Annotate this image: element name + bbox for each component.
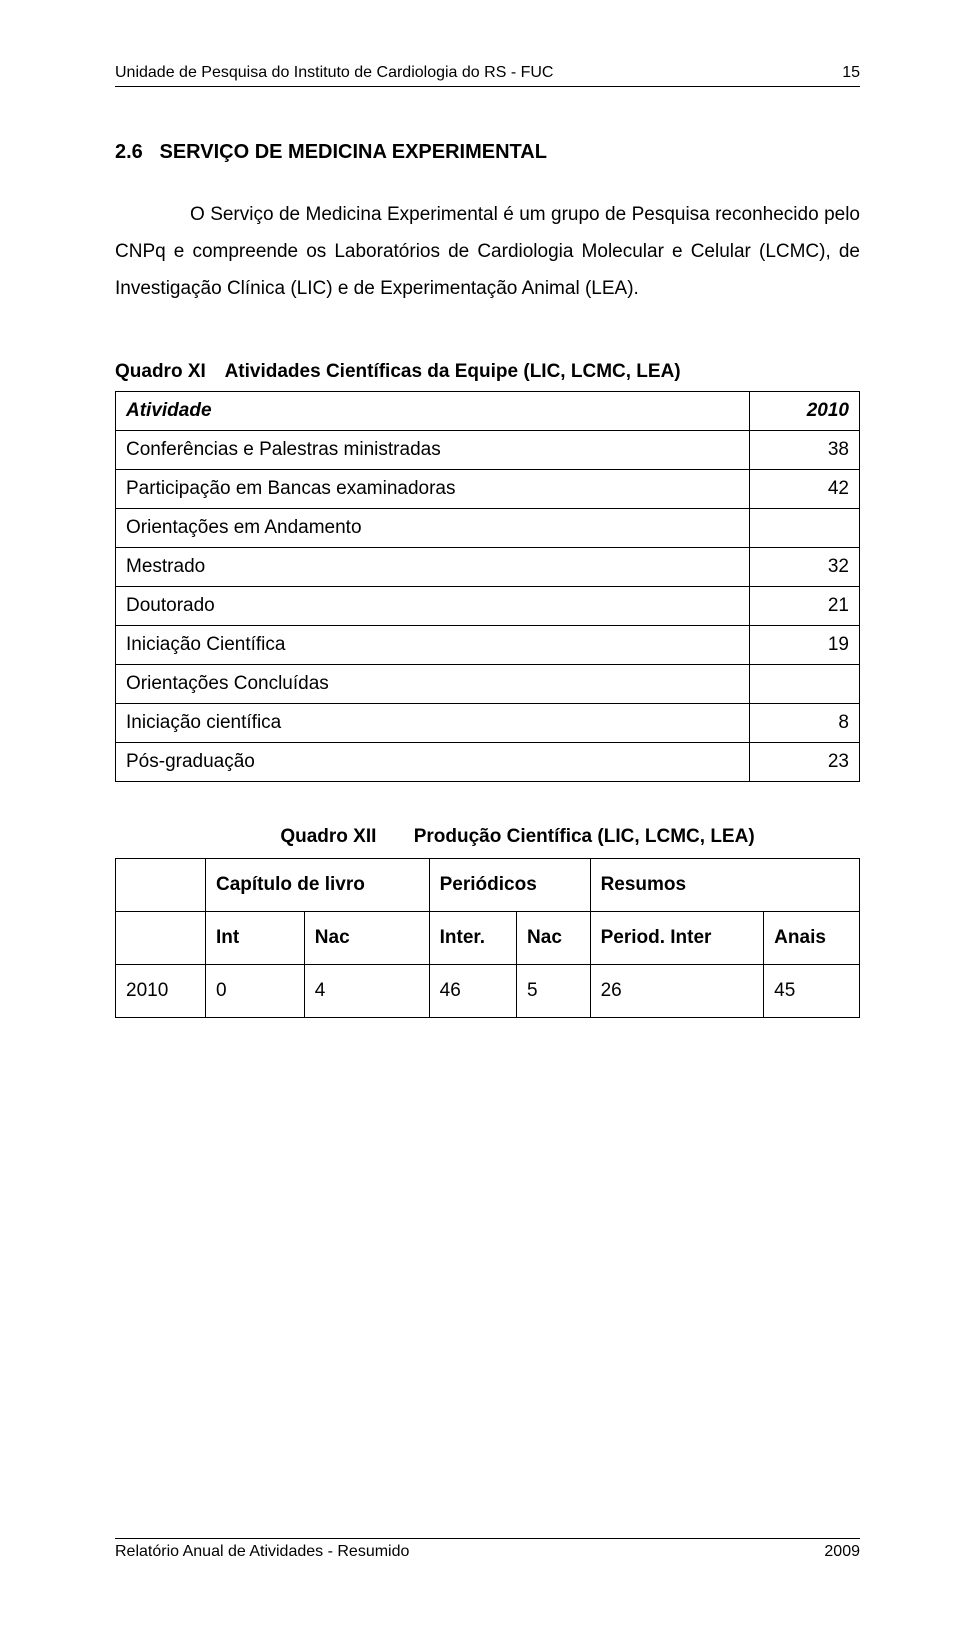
row-value: 38	[750, 431, 860, 470]
footer-left: Relatório Anual de Atividades - Resumido	[115, 1543, 409, 1561]
table-row: Orientações em Andamento	[116, 509, 860, 548]
row-label: Iniciação Científica	[116, 626, 750, 665]
cell-nac: 5	[517, 965, 591, 1018]
row-value	[750, 665, 860, 704]
group-header-periodicos: Periódicos	[429, 859, 590, 912]
row-value	[750, 509, 860, 548]
col-header-activity: Atividade	[116, 392, 750, 431]
page-footer: Relatório Anual de Atividades - Resumido…	[115, 1538, 860, 1561]
table-sub-header-row: Int Nac Inter. Nac Period. Inter Anais	[116, 912, 860, 965]
group-header-resumos: Resumos	[590, 859, 859, 912]
cell-anais: 45	[764, 965, 860, 1018]
footer-rule	[115, 1538, 860, 1539]
row-label: Participação em Bancas examinadoras	[116, 470, 750, 509]
header-page-number: 15	[842, 64, 860, 82]
table-row: Mestrado 32	[116, 548, 860, 587]
cell-nac: 4	[304, 965, 429, 1018]
sub-header-nac: Nac	[304, 912, 429, 965]
table-row: Participação em Bancas examinadoras 42	[116, 470, 860, 509]
quadro-xi-caption: Quadro XI Atividades Científicas da Equi…	[115, 361, 860, 383]
row-value: 23	[750, 743, 860, 782]
sub-header-anais: Anais	[764, 912, 860, 965]
header-left: Unidade de Pesquisa do Instituto de Card…	[115, 64, 553, 82]
header-rule	[115, 86, 860, 87]
table-row: Doutorado 21	[116, 587, 860, 626]
quadro-xi-table: Atividade 2010 Conferências e Palestras …	[115, 391, 860, 782]
sub-header-int: Int	[206, 912, 305, 965]
table-group-header-row: Capítulo de livro Periódicos Resumos	[116, 859, 860, 912]
row-value: 42	[750, 470, 860, 509]
row-label: Conferências e Palestras ministradas	[116, 431, 750, 470]
section-number: 2.6	[115, 141, 143, 163]
row-label: Orientações Concluídas	[116, 665, 750, 704]
quadro-xi-title: Atividades Científicas da Equipe (LIC, L…	[225, 361, 681, 382]
row-value: 19	[750, 626, 860, 665]
quadro-xii-title: Produção Científica (LIC, LCMC, LEA)	[414, 826, 755, 847]
group-header-capitulo: Capítulo de livro	[206, 859, 430, 912]
table-row: Orientações Concluídas	[116, 665, 860, 704]
row-label: Mestrado	[116, 548, 750, 587]
cell-int: 0	[206, 965, 305, 1018]
row-value: 8	[750, 704, 860, 743]
table-row: Conferências e Palestras ministradas 38	[116, 431, 860, 470]
sub-header-inter: Inter.	[429, 912, 516, 965]
sub-header-period-inter: Period. Inter	[590, 912, 764, 965]
row-year: 2010	[116, 965, 206, 1018]
row-label: Pós-graduação	[116, 743, 750, 782]
table-row: Iniciação Científica 19	[116, 626, 860, 665]
quadro-xii-caption: Quadro XII Produção Científica (LIC, LCM…	[115, 826, 860, 848]
row-value: 32	[750, 548, 860, 587]
row-label: Doutorado	[116, 587, 750, 626]
table-row: Pós-graduação 23	[116, 743, 860, 782]
cell-period-inter: 26	[590, 965, 764, 1018]
page-header: Unidade de Pesquisa do Instituto de Card…	[115, 0, 860, 82]
sub-header-nac: Nac	[517, 912, 591, 965]
empty-cell	[116, 912, 206, 965]
quadro-xii-table: Capítulo de livro Periódicos Resumos Int…	[115, 858, 860, 1018]
row-value: 21	[750, 587, 860, 626]
cell-inter: 46	[429, 965, 516, 1018]
row-label: Iniciação científica	[116, 704, 750, 743]
section-title: SERVIÇO DE MEDICINA EXPERIMENTAL	[159, 141, 546, 163]
table-data-row: 2010 0 4 46 5 26 45	[116, 965, 860, 1018]
quadro-xi-label: Quadro XI	[115, 361, 220, 383]
table-row: Iniciação científica 8	[116, 704, 860, 743]
body-paragraph: O Serviço de Medicina Experimental é um …	[115, 196, 860, 307]
footer-right: 2009	[824, 1543, 860, 1561]
table-header-row: Atividade 2010	[116, 392, 860, 431]
section-heading: 2.6 SERVIÇO DE MEDICINA EXPERIMENTAL	[115, 141, 860, 164]
quadro-xii-label: Quadro XII	[280, 826, 376, 848]
col-header-year: 2010	[750, 392, 860, 431]
empty-cell	[116, 859, 206, 912]
row-label: Orientações em Andamento	[116, 509, 750, 548]
